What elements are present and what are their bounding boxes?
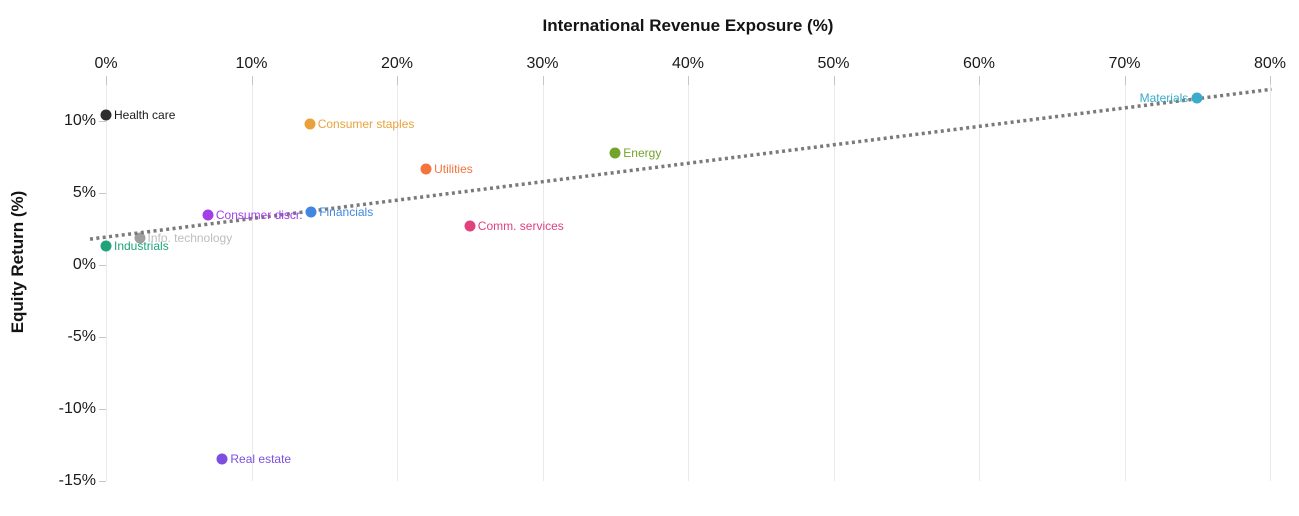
x-gridline [1124, 85, 1126, 481]
x-tick-mark [397, 76, 398, 85]
data-point-label-real-estate: Real estate [230, 452, 292, 467]
y-tick-label: 0% [72, 256, 96, 273]
data-point-utilities[interactable] [420, 163, 432, 174]
x-gridline [688, 85, 689, 481]
data-point-consumer-discr[interactable] [202, 209, 214, 221]
x-tick-label: 70% [1108, 55, 1141, 72]
x-tick-mark [1124, 76, 1126, 85]
data-point-consumer-staples[interactable] [304, 118, 316, 130]
y-axis-title: Equity Return (%) [8, 190, 27, 334]
y-tick-mark [99, 265, 106, 266]
x-tick-label: 0% [94, 55, 118, 72]
data-point-health-care[interactable] [100, 109, 112, 121]
y-tick-mark [99, 481, 106, 482]
y-tick-mark [99, 409, 106, 410]
x-tick-mark [542, 76, 544, 85]
x-gridline [1270, 85, 1271, 481]
data-point-label-energy: Energy [623, 145, 662, 160]
x-gridline [833, 85, 835, 481]
x-gridline [542, 85, 544, 481]
data-point-label-health-care: Health care [114, 108, 176, 123]
x-tick-label: 60% [962, 55, 996, 72]
y-tick-mark [99, 193, 106, 194]
x-tick-mark [1270, 76, 1271, 85]
data-point-energy[interactable] [609, 147, 621, 159]
x-gridline [106, 85, 107, 481]
x-tick-label: 50% [817, 55, 850, 72]
y-tick-label: -10% [58, 400, 96, 417]
x-tick-label: 20% [380, 55, 414, 72]
x-gridline [397, 85, 398, 481]
data-point-label-comm-services: Comm. services [477, 219, 564, 234]
x-tick-mark [251, 76, 253, 85]
x-tick-label: 30% [526, 55, 559, 72]
x-tick-label: 80% [1253, 55, 1287, 72]
x-tick-label: 40% [671, 55, 705, 72]
data-point-materials[interactable] [1191, 92, 1203, 104]
data-point-label-utilities: Utilities [434, 161, 473, 176]
x-gridline [979, 85, 980, 481]
data-point-label-materials: Materials [1139, 91, 1189, 105]
x-tick-mark [688, 76, 689, 85]
data-point-comm-services[interactable] [464, 220, 476, 232]
data-point-label-financials: Financials [319, 204, 374, 219]
data-point-label-consumer-staples: Consumer staples [317, 116, 415, 131]
y-tick-label: -5% [67, 328, 96, 345]
chart-title: International Revenue Exposure (%) [542, 16, 834, 35]
data-point-label-consumer-discr: Consumer discr. [215, 207, 303, 222]
x-tick-mark [833, 76, 835, 85]
x-tick-mark [106, 76, 107, 85]
y-tick-label: -15% [58, 472, 96, 489]
data-point-real-estate[interactable] [216, 453, 228, 465]
y-tick-label: 10% [63, 112, 96, 129]
x-tick-label: 10% [235, 55, 268, 72]
x-tick-mark [979, 76, 980, 85]
data-point-label-industrials: Industrials [114, 239, 169, 254]
y-tick-mark [99, 337, 106, 338]
data-point-financials[interactable] [305, 206, 317, 218]
y-tick-mark [99, 121, 106, 122]
x-gridline [251, 85, 253, 481]
data-point-industrials[interactable] [100, 240, 112, 252]
